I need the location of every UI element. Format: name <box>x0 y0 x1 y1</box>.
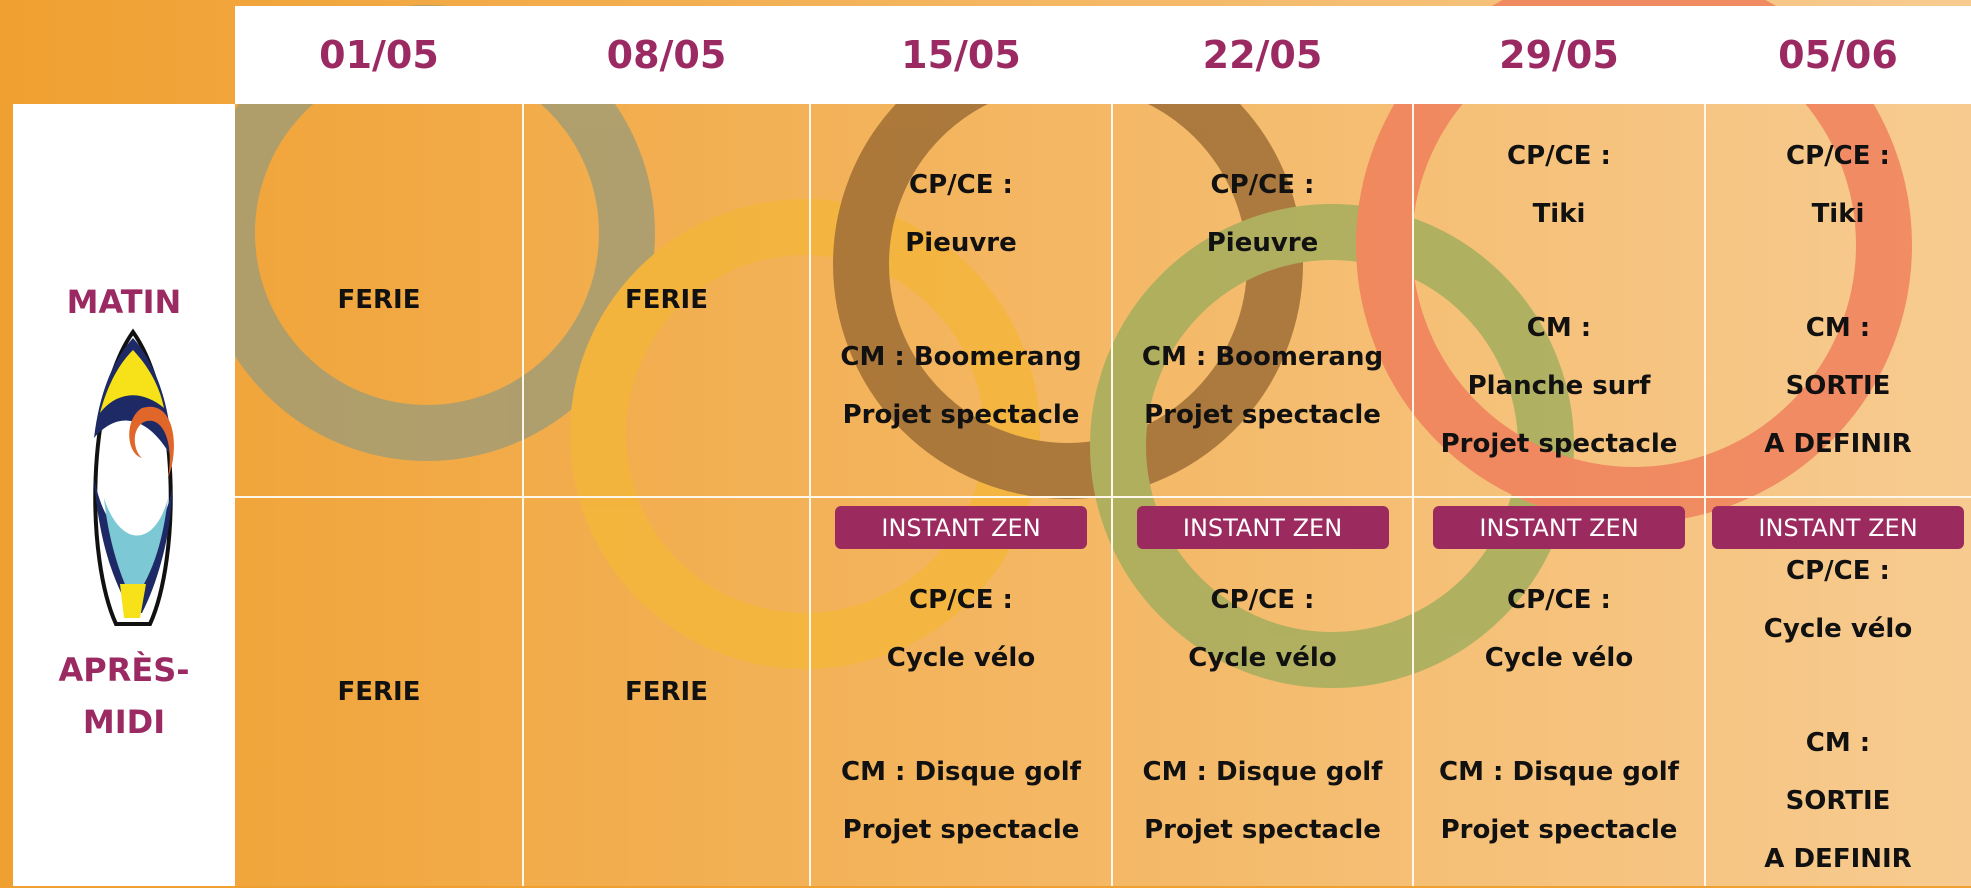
activity-group: FERIE <box>338 271 421 329</box>
schedule-cell: CP/CE : Pieuvre CM : Boomerang Projet spect… <box>810 104 1112 496</box>
activity-text: CM : Disque golf <box>841 757 1081 787</box>
activity-group: CP/CE : Pieuvre <box>1207 156 1319 272</box>
activity-group: CM : SORTIE A DEFINIR <box>1764 714 1911 888</box>
activity-group: CM : Disque golf Projet spectacle <box>841 743 1081 859</box>
column-divider <box>1412 104 1414 886</box>
activity-text: CM : <box>1805 313 1871 343</box>
activity-text: CP/CE : <box>909 585 1013 615</box>
date-header: 22/05 <box>1202 33 1323 77</box>
activity-group: CM : Boomerang Projet spectacle <box>840 328 1081 444</box>
activity-text: SORTIE <box>1785 371 1891 401</box>
activity-text: Cycle vélo <box>886 643 1036 673</box>
activity-text: Pieuvre <box>905 228 1017 258</box>
activity-group: CM : Disque golf Projet spectacle <box>1143 743 1383 859</box>
activity-text: SORTIE <box>1785 786 1891 816</box>
activity-group: CP/CE : Cycle vélo <box>1485 571 1633 687</box>
schedule-cell: FERIE <box>523 498 810 886</box>
date-header: 08/05 <box>606 33 727 77</box>
activity-text: CP/CE : <box>1210 585 1315 615</box>
activity-text: Projet spectacle <box>1144 815 1381 845</box>
date-header: 05/06 <box>1778 33 1898 77</box>
instant-zen-badge: INSTANT ZEN <box>1433 506 1685 549</box>
column-divider <box>1111 104 1113 886</box>
date-header: 01/05 <box>319 33 439 77</box>
instant-zen-badge: INSTANT ZEN <box>1712 506 1964 549</box>
activity-group: CP/CE : Cycle vélo <box>1188 571 1336 687</box>
activity-group: FERIE <box>338 663 421 721</box>
activity-text: CP/CE : <box>1210 170 1315 200</box>
schedule-cell: FERIE <box>235 104 523 496</box>
activity-text: Cycle vélo <box>1763 614 1913 644</box>
activity-text: FERIE <box>337 285 421 315</box>
activity-text: Projet spectacle <box>1440 429 1678 459</box>
activity-text: Tiki <box>1532 199 1586 229</box>
activity-text: Projet spectacle <box>842 400 1080 430</box>
activity-text: Projet spectacle <box>842 815 1080 845</box>
activity-text: CM : <box>1526 313 1592 343</box>
activity-text: CP/CE : <box>1507 585 1611 615</box>
schedule-cell: CP/CE : Cycle vélo CM : Disque golf Projet … <box>810 544 1112 886</box>
activity-text: CM : Disque golf <box>1439 757 1679 787</box>
schedule-cell: FERIE <box>235 498 523 886</box>
activity-group: CP/CE : Cycle vélo <box>1764 542 1912 658</box>
surfboard-icon <box>93 328 174 626</box>
column-divider <box>809 104 811 886</box>
date-header: 29/05 <box>1499 33 1619 77</box>
activity-text: Projet spectacle <box>1440 815 1678 845</box>
activity-group: CP/CE : Tiki <box>1786 127 1890 243</box>
row-divider <box>235 496 1971 498</box>
schedule-cell: CP/CE : Tiki CM : SORTIE A DEFINIR <box>1705 104 1971 496</box>
date-header: 15/05 <box>901 33 1021 77</box>
row-label: APRÈS-MIDI <box>58 651 190 741</box>
schedule-cell: CP/CE : Cycle vélo CM : SORTIE A DEFINIR <box>1705 544 1971 886</box>
activity-text: Cycle vélo <box>1484 643 1634 673</box>
activity-text: Planche surf <box>1467 371 1651 401</box>
activity-group: CM : Boomerang Projet spectacle <box>1142 328 1383 444</box>
schedule-cell: CP/CE : Tiki CM : Planche surf Projet specta… <box>1413 104 1705 496</box>
schedule-cell: CP/CE : Cycle vélo CM : Disque golf Projet … <box>1112 544 1413 886</box>
activity-group: FERIE <box>625 663 708 721</box>
activity-text: CM : Boomerang <box>1141 342 1384 372</box>
activity-group: CP/CE : Pieuvre <box>905 156 1017 272</box>
activity-text: FERIE <box>337 677 421 707</box>
instant-zen-badge: INSTANT ZEN <box>1136 506 1389 549</box>
activity-text: CP/CE : <box>909 170 1013 200</box>
activity-group: CP/CE : Tiki <box>1507 127 1611 243</box>
schedule-cell: CP/CE : Pieuvre CM : Boomerang Projet spect… <box>1112 104 1413 496</box>
activity-group: CM : Planche surf Projet spectacle <box>1441 299 1678 473</box>
activity-text: CP/CE : <box>1786 141 1890 171</box>
activity-text: Projet spectacle <box>1144 400 1381 430</box>
header-band <box>235 6 1971 104</box>
activity-text: Pieuvre <box>1206 228 1319 258</box>
activity-text: CM : Disque golf <box>1142 757 1383 787</box>
activity-group: FERIE <box>625 271 708 329</box>
row-label: MATIN <box>66 283 182 321</box>
activity-text: FERIE <box>625 285 708 315</box>
activity-text: Tiki <box>1811 199 1865 229</box>
activity-text: CM : Boomerang <box>840 342 1082 372</box>
instant-zen-badge: INSTANT ZEN <box>835 506 1087 549</box>
schedule-cell: FERIE <box>523 104 810 496</box>
column-divider <box>522 104 524 886</box>
activity-group: CM : Disque golf Projet spectacle <box>1439 743 1679 859</box>
activity-text: A DEFINIR <box>1764 844 1912 874</box>
activity-text: CM : <box>1805 728 1871 758</box>
activity-text: A DEFINIR <box>1764 429 1912 459</box>
activity-text: FERIE <box>625 677 708 707</box>
activity-text: Cycle vélo <box>1188 643 1337 673</box>
schedule-cell: CP/CE : Cycle vélo CM : Disque golf Projet … <box>1413 544 1705 886</box>
column-divider <box>1704 104 1706 886</box>
activity-group: CM : SORTIE A DEFINIR <box>1764 299 1911 473</box>
activity-text: CP/CE : <box>1786 556 1890 586</box>
activity-text: CP/CE : <box>1507 141 1611 171</box>
activity-group: CP/CE : Cycle vélo <box>887 571 1035 687</box>
